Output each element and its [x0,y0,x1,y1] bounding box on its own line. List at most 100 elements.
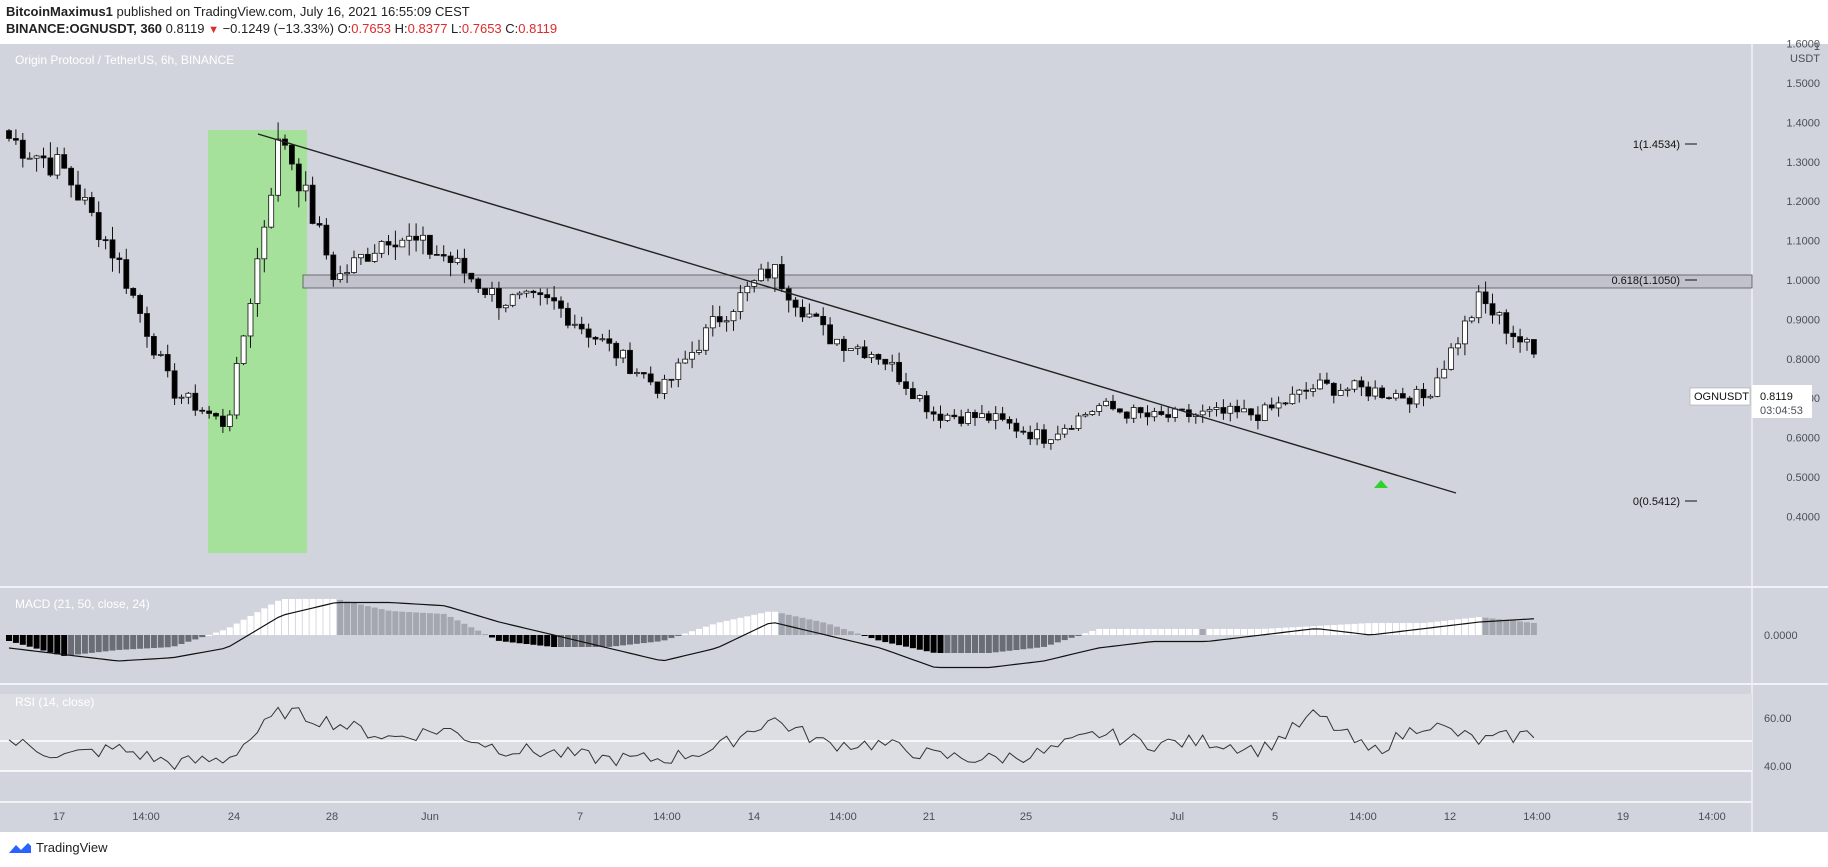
macd-bar [219,630,226,635]
macd-bar [495,635,502,641]
macd-bar [751,614,758,635]
macd-bar [482,634,489,636]
candle-body [164,354,171,372]
symbol-info-line: BINANCE:OGNUSDT, 360 0.8119 ▼ −0.1249 (−… [6,20,557,39]
candle-body [640,372,647,375]
candle-body [1206,409,1213,412]
macd-bar [61,635,68,656]
macd-bar [6,635,12,641]
candle-body [213,413,219,417]
candle-body [1158,411,1165,415]
macd-bar [164,635,171,648]
candle-body [1234,405,1241,413]
time-tick-13: 14:00 [1349,811,1377,823]
price-tick-5: 1.1000 [1786,236,1820,248]
macd-bar [268,604,275,635]
macd-bar [385,610,392,635]
macd-bar [792,616,799,635]
descending-trendline[interactable] [257,133,1457,494]
price-tick-8: 0.8000 [1786,354,1820,366]
time-tick-10: 25 [1020,811,1032,823]
candle-body [1268,404,1275,409]
macd-bar [1158,629,1165,635]
fib-top-label: 1(1.4534) [1633,139,1680,151]
candle-body [1034,429,1040,440]
candle-body [1255,414,1261,421]
candle-body [247,303,254,337]
macd-bar [1468,617,1475,635]
macd-bar [1213,629,1220,635]
macd-bar [144,635,150,649]
candle-body [585,328,592,338]
macd-bar [323,599,330,635]
macd-bar [247,615,254,635]
candle-body [116,257,123,260]
price-axis-area[interactable] [1752,44,1828,832]
candle-body [861,346,868,359]
candle-body [544,294,551,299]
time-tick-16: 19 [1617,811,1629,823]
price-tick-2: 1.4000 [1786,117,1820,129]
macd-bar [937,635,944,653]
price-axis-tick-top: 1 [1814,41,1820,53]
candle-body [916,395,923,400]
rsi-axis-tick-60: 60.00 [1764,713,1792,725]
candle-body [171,370,178,399]
candle-body [406,235,413,241]
macd-bar [109,635,116,651]
candle-body [827,324,833,345]
macd-signal-line [8,601,1534,669]
candle-body [1324,379,1330,384]
candle-body [1455,343,1461,349]
tradingview-brand[interactable]: TradingView [8,840,108,855]
macd-bar [972,635,978,653]
candle-body [440,254,447,257]
candle-body [923,395,930,413]
macd-bar [1047,635,1054,645]
time-axis[interactable]: 17 14:00 24 28 Jun 7 14:00 14 14:00 21 25 Jul 5 14:00… [53,811,1726,823]
macd-bar [261,608,268,635]
candle-body [565,307,571,326]
macd-bar [309,599,316,635]
macd-label: MACD (21, 50, close, 24) [15,597,150,611]
rsi-axis-tick-40: 40.00 [1764,761,1792,773]
candle-body [1330,382,1337,396]
macd-bar [523,635,530,645]
macd-bar [633,635,640,644]
candle-body [758,268,764,282]
symbol-tag-text: OGNUSDT [1694,391,1749,403]
macd-bar [123,635,130,650]
candle-body [461,257,468,274]
macd-bar [1310,626,1317,635]
macd-bar [1496,619,1503,635]
time-tick-9: 21 [923,811,935,823]
macd-bar [1482,617,1489,635]
candle-body [1303,389,1310,392]
candle-body [1510,332,1517,338]
candle-body [1379,387,1385,399]
candle-body [709,316,716,329]
macd-bar [1151,629,1158,635]
candle-body [730,311,737,322]
macd-bar [1013,635,1020,651]
candle-body [620,349,626,359]
candle-body [696,349,702,353]
macd-bar [1027,635,1034,649]
candle-body [972,412,978,419]
macd-bar [226,627,233,635]
candle-body [1213,407,1220,410]
macd-bar [178,635,185,644]
candle-body [1082,414,1089,417]
macd-bar [592,635,599,647]
macd-bar [985,635,992,653]
candle-body [930,411,937,415]
resistance-zone [302,274,1753,289]
candle-body [337,273,344,280]
macd-bar [288,599,295,635]
time-tick-7: 14 [748,811,760,823]
candle-body [1117,408,1123,413]
macd-bar [316,599,323,635]
author-name[interactable]: BitcoinMaximus1 [6,4,113,19]
candle-body [1503,312,1510,334]
